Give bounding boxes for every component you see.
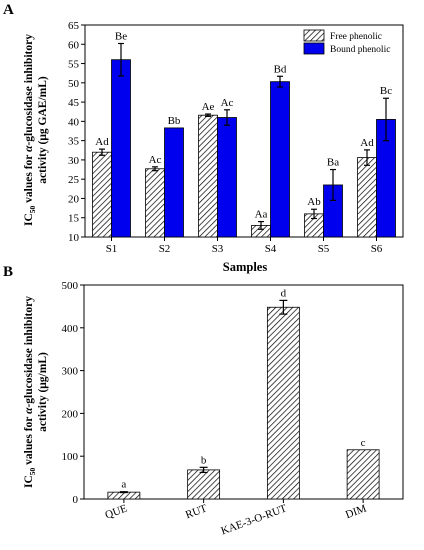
bar <box>187 469 221 500</box>
bar-free <box>198 114 218 238</box>
y-tick-label-b: 100 <box>62 451 79 463</box>
y-tick-label-a: 35 <box>68 136 80 148</box>
x-tick-label-a: S5 <box>318 243 330 255</box>
significance-label: Ac <box>149 154 162 166</box>
x-tick-label-b: QUE <box>104 502 130 521</box>
significance-label: Be <box>115 31 127 43</box>
bar-free <box>92 151 112 238</box>
significance-label: Ad <box>360 137 374 149</box>
bar-bound <box>270 81 290 238</box>
y-axis-title-b: IC50 values for α-glucosidase inhibitory… <box>23 296 49 488</box>
bar-free <box>145 168 165 238</box>
significance-label: Ac <box>221 97 234 109</box>
plot-frame-a <box>84 24 404 238</box>
x-axis-title-a: Samples <box>223 260 268 274</box>
significance-label: Bc <box>380 85 392 97</box>
y-tick-label-b: 0 <box>73 494 79 506</box>
y-tick-label-b: 400 <box>62 323 79 335</box>
x-tick-label-b: RUT <box>184 502 209 521</box>
bar-bound <box>164 127 184 238</box>
significance-label: b <box>201 454 207 466</box>
y-tick-label-b: 500 <box>62 280 79 292</box>
y-tick-label-a: 40 <box>68 116 80 128</box>
y-tick-label-a: 50 <box>68 78 80 90</box>
panel-label-a: A <box>3 2 14 18</box>
legend-label-bound: Bound phenolic <box>330 45 390 55</box>
x-tick-label-a: S6 <box>371 243 383 255</box>
significance-label: Bd <box>274 63 287 75</box>
y-axis-title-a-line2: activity (μg GAE/mL) <box>37 76 49 184</box>
y-tick-label-a: 55 <box>68 59 80 71</box>
significance-label: Aa <box>255 209 268 221</box>
plot-area-a: 10 15 20 25 30 35 40 45 50 55 60 65 S1 Ad Be S2 Ac Bb S3 Ae… <box>68 20 404 255</box>
plot-area-b: 0 100 200 300 400 500 a QUE b RUT d KAE-3-O-RUT c DIM <box>62 280 404 537</box>
panel-label-b: B <box>3 264 13 280</box>
x-tick-label-b: DIM <box>344 502 368 521</box>
legend-swatch-free <box>303 29 325 42</box>
significance-label: Ba <box>327 157 339 169</box>
y-tick-label-a: 20 <box>68 193 80 205</box>
y-tick-label-a: 10 <box>68 232 80 244</box>
y-tick-label-a: 45 <box>68 97 80 109</box>
bar <box>346 449 380 500</box>
y-axis-title-a: IC50 values for α-glucosidase inhibitory… <box>23 34 49 226</box>
y-axis-title-b-line2: activity (μg/mL) <box>37 352 49 432</box>
legend-a: Free phenolic Bound phenolic <box>303 29 390 55</box>
bar-bound <box>217 117 237 238</box>
bar <box>266 306 300 500</box>
chart-a: A IC50 values for α-glucosidase inhibito… <box>3 2 404 274</box>
significance-label: d <box>281 287 287 299</box>
y-tick-label-a: 65 <box>68 20 80 32</box>
chart-b: B IC50 values for α-glucosidase inhibito… <box>3 264 404 537</box>
significance-label: a <box>121 479 126 491</box>
significance-label: Ad <box>95 136 109 148</box>
svg-text:IC50 values for α-glucosidase: IC50 values for α-glucosidase inhibitory <box>23 296 37 488</box>
significance-label: Ab <box>307 196 321 208</box>
bar-bound <box>111 59 131 238</box>
y-tick-label-a: 30 <box>68 155 80 167</box>
plot-frame-b <box>83 284 404 500</box>
significance-label: Bb <box>168 115 181 127</box>
bar-free <box>357 157 377 238</box>
y-tick-label-b: 200 <box>62 408 79 420</box>
x-tick-label-b: KAE-3-O-RUT <box>219 502 288 537</box>
svg-text:IC50 values for α-glucosidase: IC50 values for α-glucosidase inhibitory <box>23 34 37 226</box>
x-tick-label-a: S3 <box>212 243 224 255</box>
x-tick-label-a: S2 <box>159 243 171 255</box>
legend-label-free: Free phenolic <box>330 32 382 42</box>
y-tick-label-a: 15 <box>68 213 80 225</box>
significance-label: c <box>361 437 366 449</box>
x-tick-label-a: S1 <box>106 243 118 255</box>
y-tick-label-a: 60 <box>68 39 80 51</box>
significance-label: Ae <box>202 101 215 113</box>
x-tick-label-a: S4 <box>265 243 277 255</box>
legend-swatch-bound <box>303 42 325 55</box>
y-tick-label-a: 25 <box>68 174 80 186</box>
y-tick-label-b: 300 <box>62 366 79 378</box>
